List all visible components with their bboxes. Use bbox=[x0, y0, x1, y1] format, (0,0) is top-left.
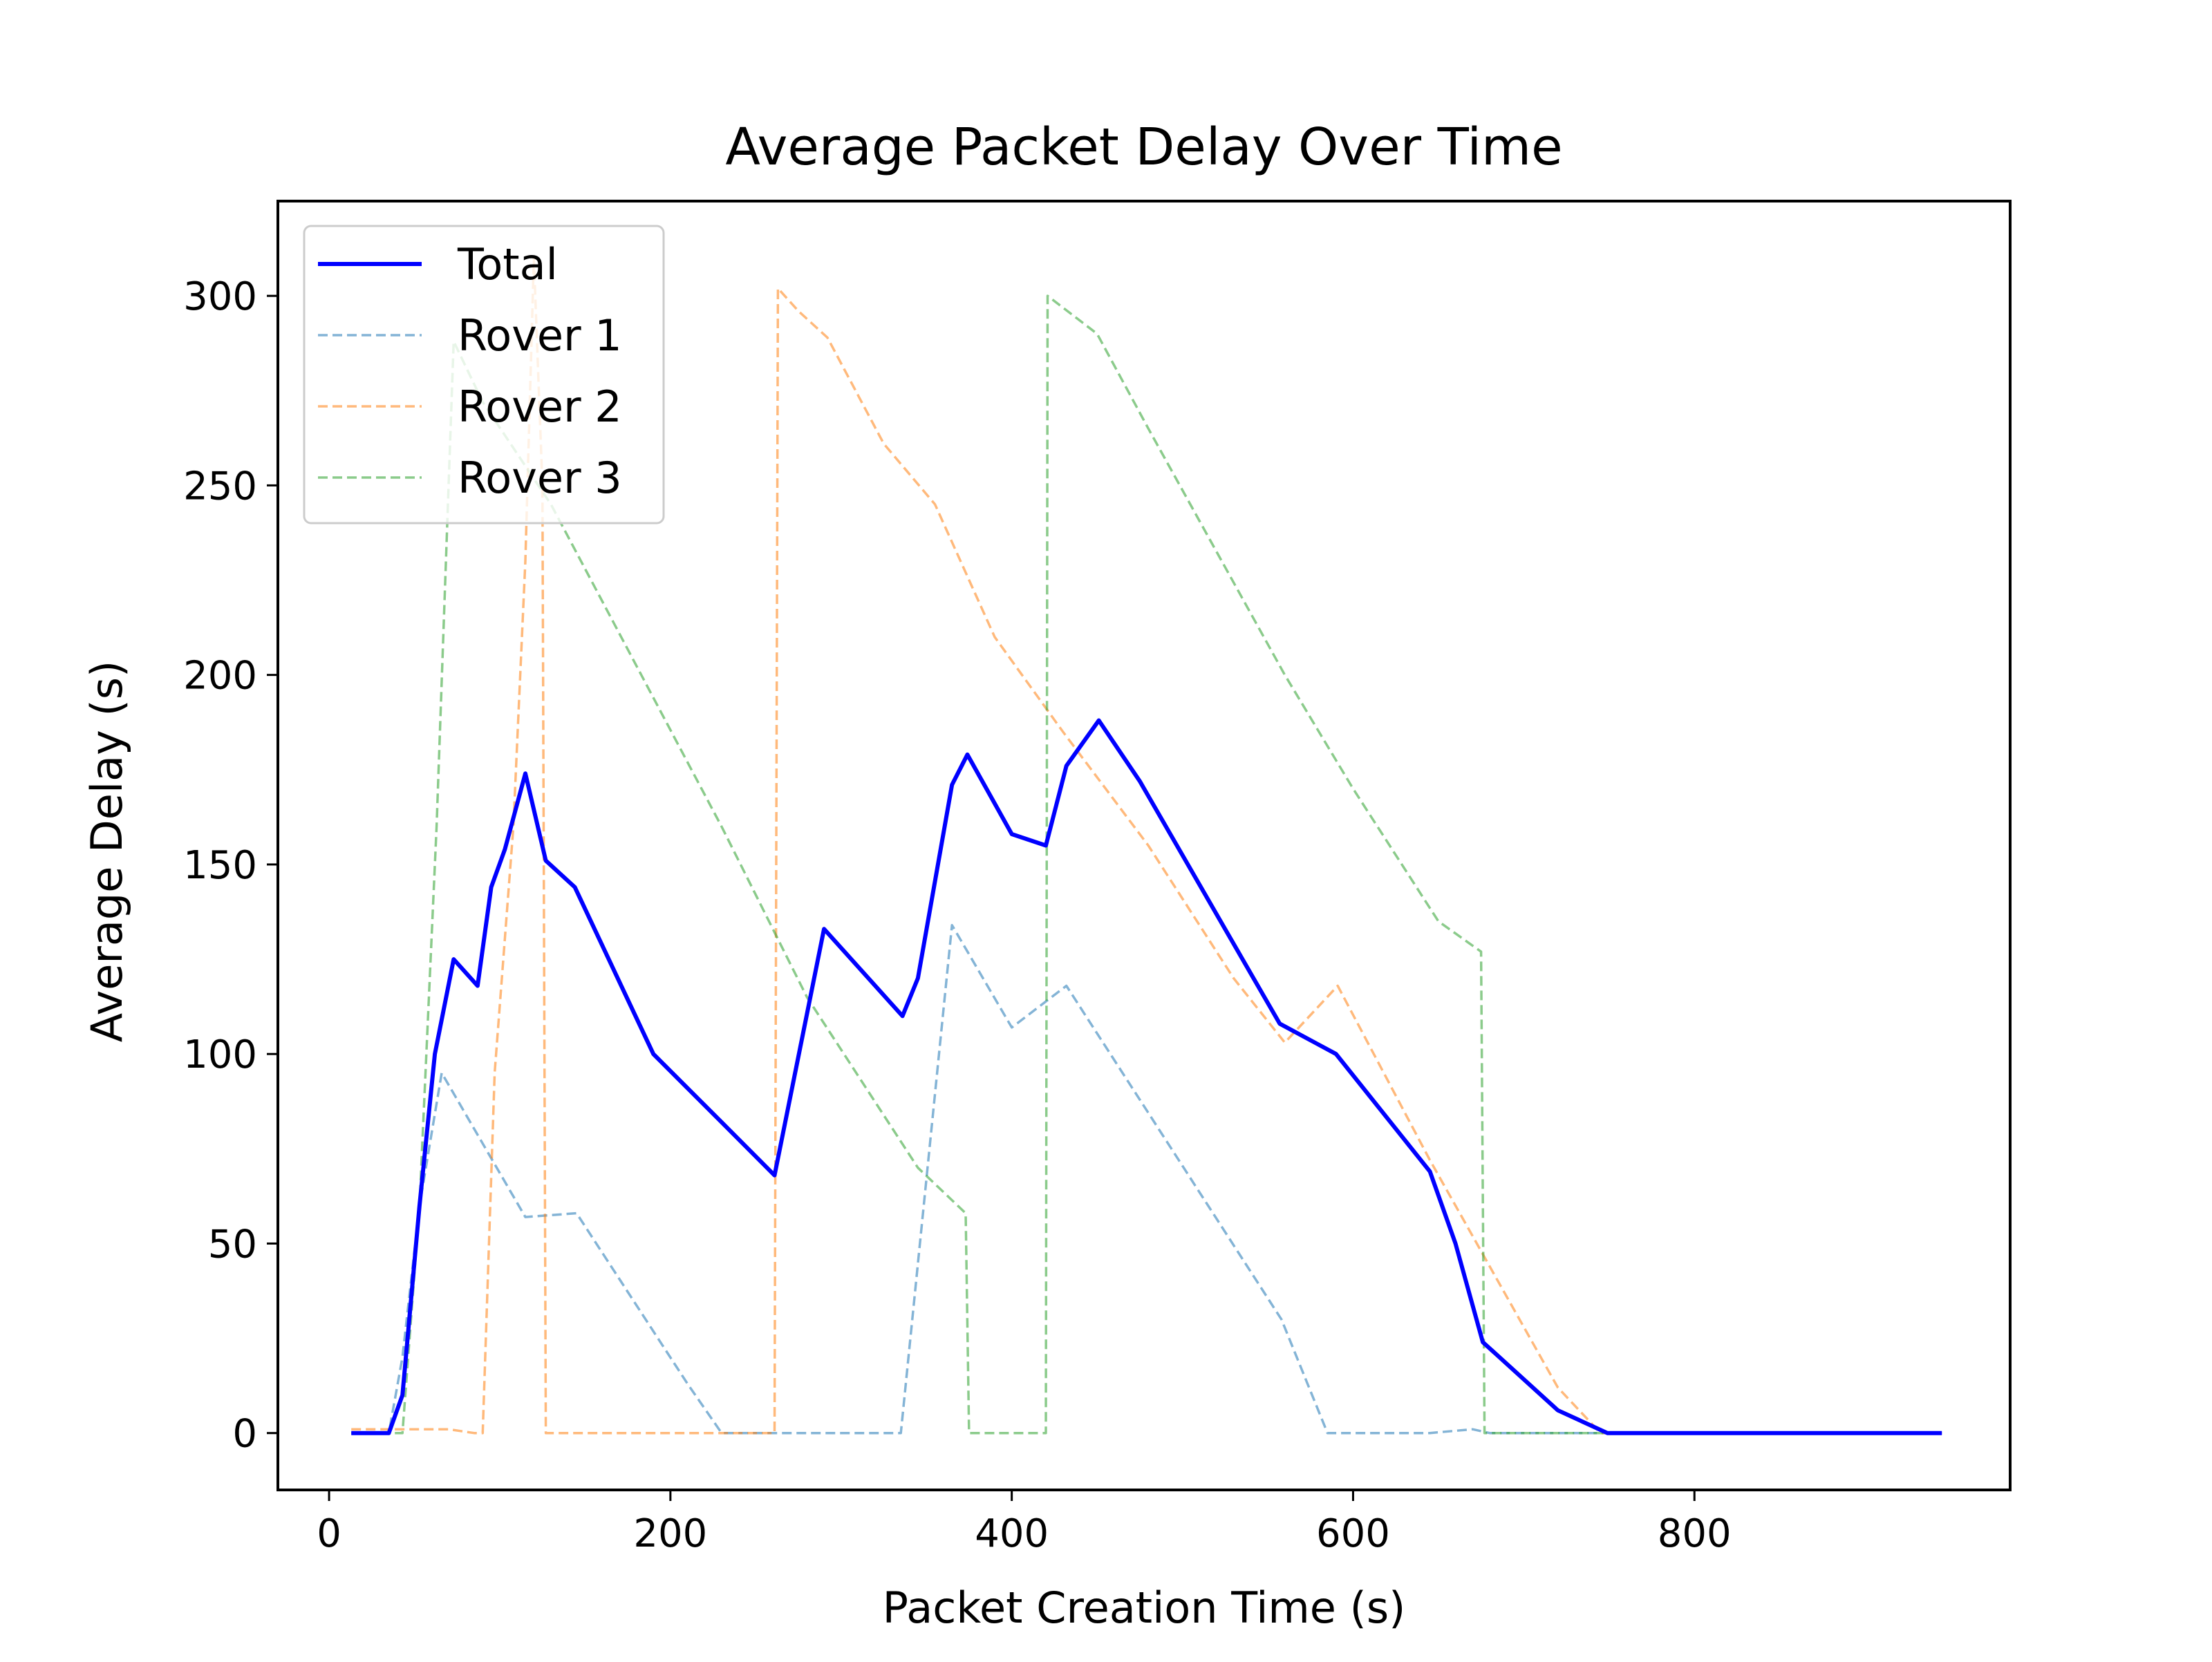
series-line-total bbox=[351, 718, 1942, 1435]
y-tick-label: 150 bbox=[183, 843, 257, 888]
legend-label-rover-2: Rover 2 bbox=[458, 381, 622, 432]
y-tick-label: 200 bbox=[183, 654, 257, 699]
chart-title: Average Packet Delay Over Time bbox=[725, 117, 1562, 177]
y-tick-label: 0 bbox=[232, 1412, 257, 1457]
series-line-rover-2 bbox=[351, 256, 1942, 1435]
x-tick-label: 0 bbox=[317, 1511, 341, 1556]
legend-label-total: Total bbox=[457, 239, 558, 290]
y-tick-label: 100 bbox=[183, 1032, 257, 1077]
y-tick-label: 300 bbox=[183, 274, 257, 319]
y-tick-label: 50 bbox=[208, 1222, 257, 1267]
y-axis-label: Average Delay (s) bbox=[82, 661, 132, 1043]
plot-area-frame bbox=[276, 200, 2012, 1491]
x-tick-label: 800 bbox=[1658, 1511, 1732, 1556]
legend: Total Rover 1 Rover 2 Rover 3 bbox=[303, 225, 665, 525]
x-tick-label: 600 bbox=[1316, 1511, 1390, 1556]
y-tick-label: 250 bbox=[183, 464, 257, 509]
legend-box bbox=[303, 225, 665, 525]
legend-label-rover-3: Rover 3 bbox=[458, 453, 622, 503]
x-tick-label: 200 bbox=[633, 1511, 707, 1556]
legend-label-rover-1: Rover 1 bbox=[458, 310, 622, 361]
x-tick-label: 400 bbox=[975, 1511, 1049, 1556]
x-axis-label: Packet Creation Time (s) bbox=[883, 1583, 1406, 1633]
